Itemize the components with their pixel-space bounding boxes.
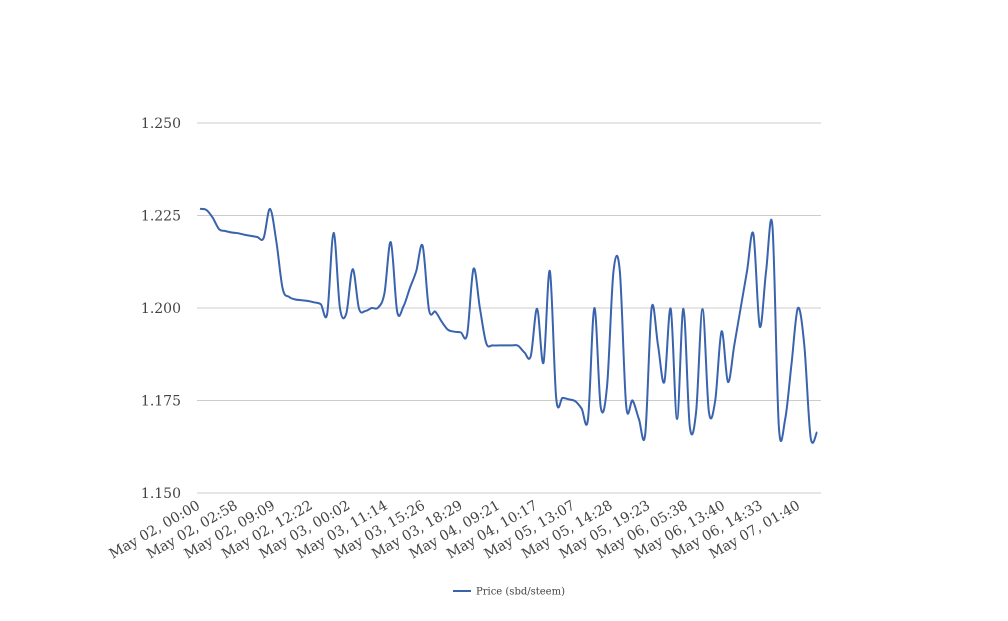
y-tick-label: 1.175 (141, 394, 181, 410)
y-axis-ticks: 1.250 1.225 1.200 1.175 1.150 (141, 116, 181, 502)
grid-lines (197, 122, 821, 494)
y-tick-label: 1.200 (141, 301, 181, 317)
y-tick-label: 1.225 (141, 209, 181, 225)
series-layer (199, 207, 818, 444)
series-line (199, 207, 818, 444)
y-tick-label: 1.250 (141, 116, 181, 132)
y-tick-label: 1.150 (141, 486, 181, 502)
legend-label[interactable]: Price (sbd/steem) (476, 587, 565, 598)
legend[interactable]: Price (sbd/steem) (453, 587, 565, 598)
